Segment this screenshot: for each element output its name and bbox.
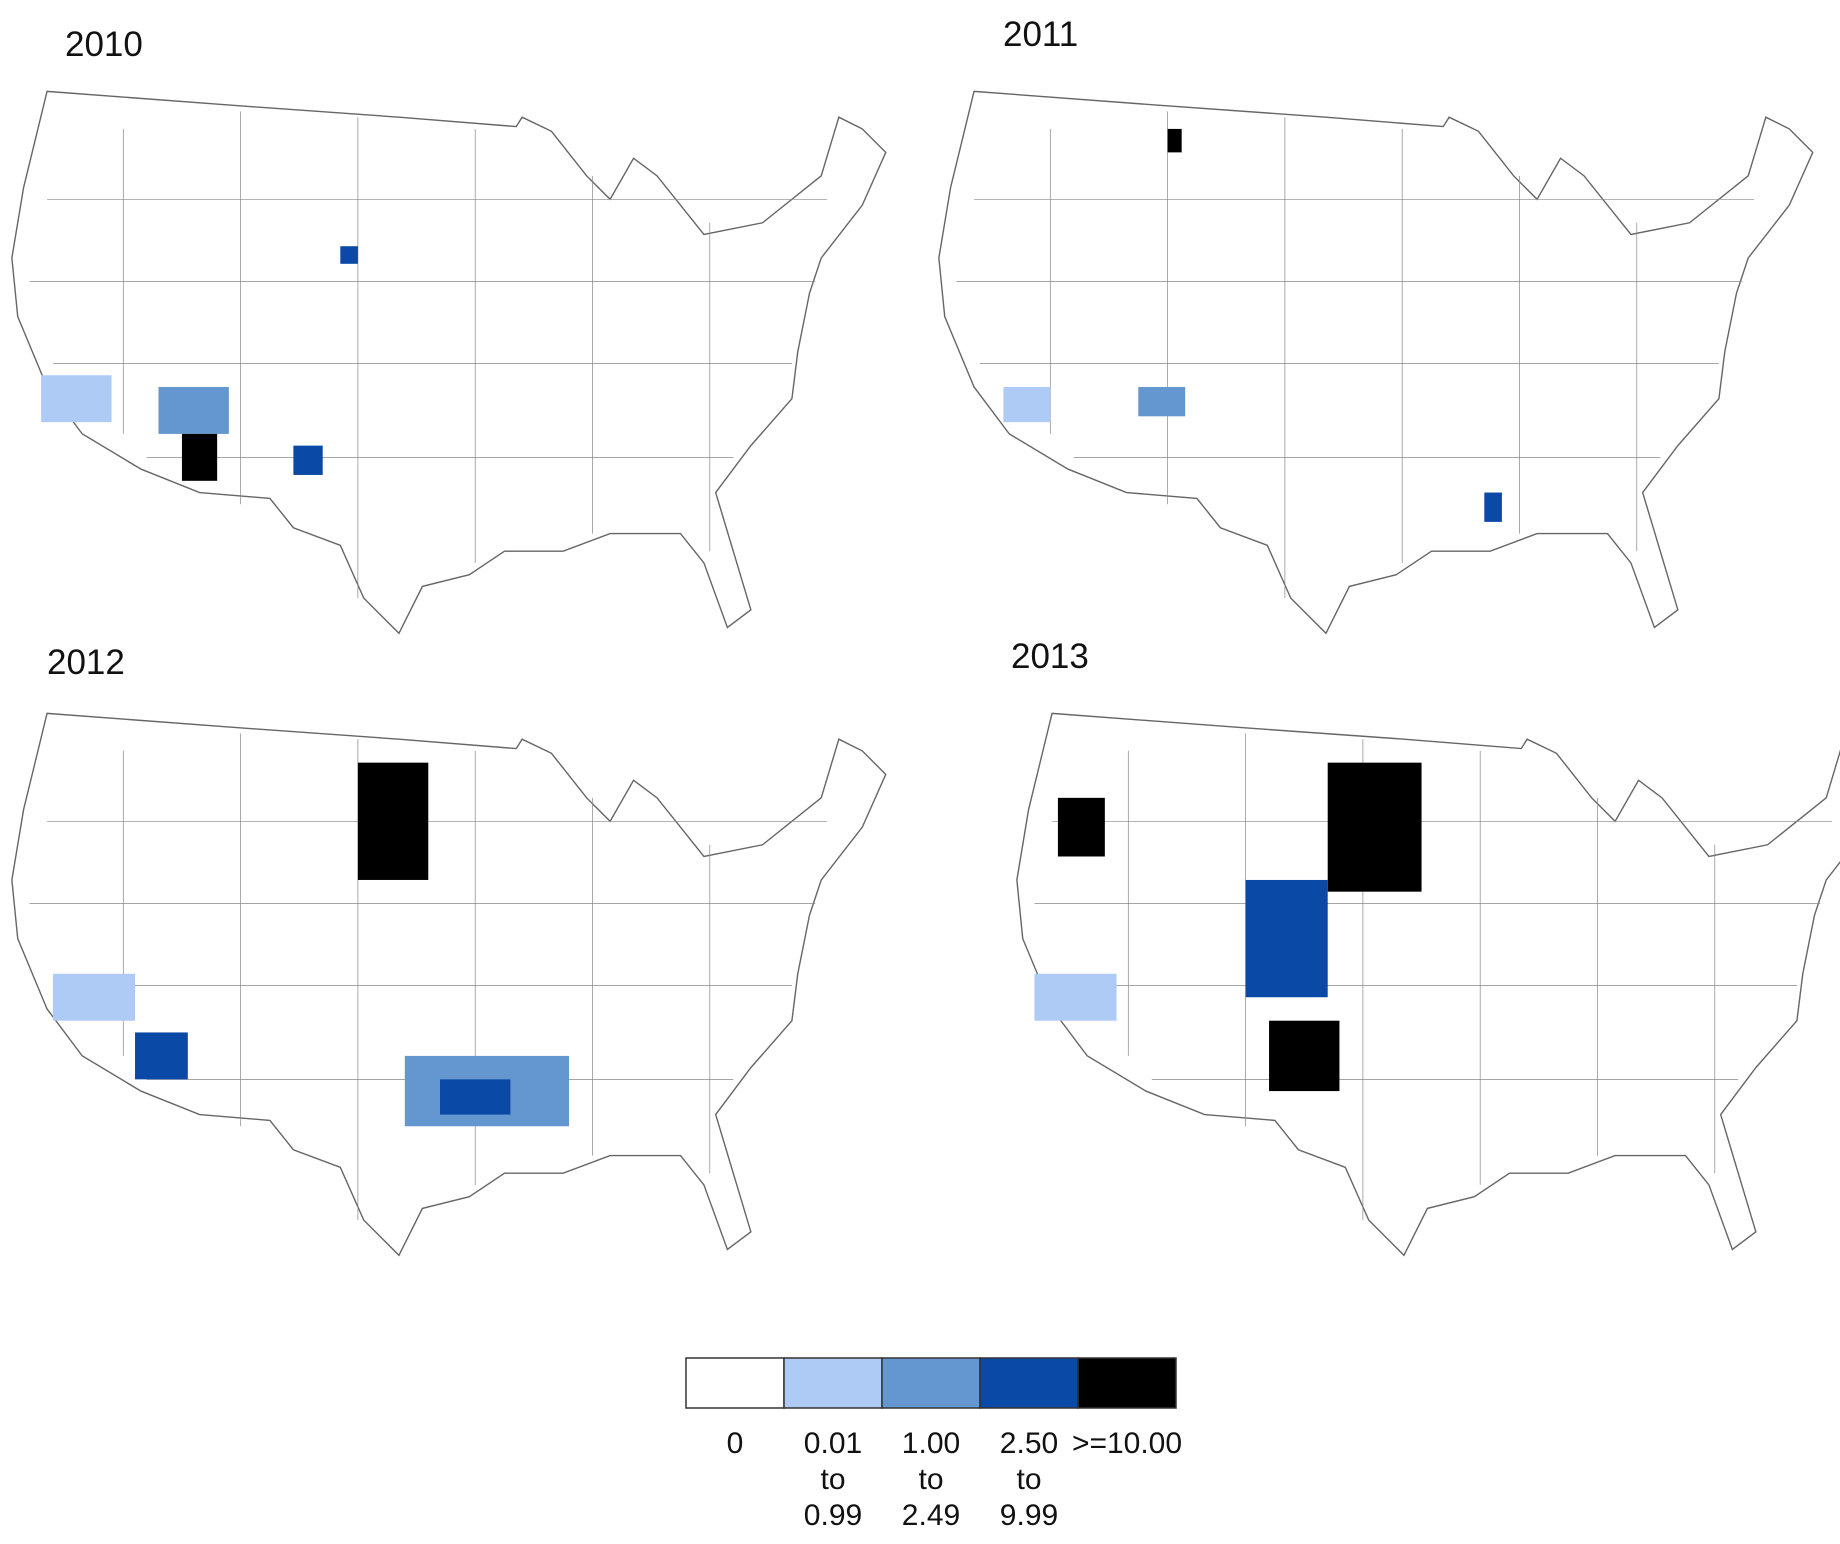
map-title: 2013 (1011, 637, 1089, 676)
map-title: 2010 (65, 25, 143, 64)
legend-label: to (1016, 1463, 1041, 1496)
map-2011 (938, 90, 1814, 635)
legend-label: 9.99 (1000, 1499, 1058, 1532)
legend-label: 0.01 (804, 1427, 862, 1460)
legend-swatch (979, 1357, 1079, 1409)
legend-label: to (918, 1463, 943, 1496)
legend-label: 1.00 (902, 1427, 960, 1460)
legend-label: 2.50 (1000, 1427, 1058, 1460)
legend-label: 2.49 (902, 1499, 960, 1532)
legend-label: 0 (727, 1427, 744, 1460)
legend-swatch (685, 1357, 785, 1409)
map-2012 (11, 712, 887, 1257)
legend-swatch (783, 1357, 883, 1409)
map-title: 2012 (47, 643, 125, 682)
legend-label: 0.99 (804, 1499, 862, 1532)
legend-swatch (1077, 1357, 1177, 1409)
legend-label: to (820, 1463, 845, 1496)
legend-label: >=10.00 (1072, 1427, 1182, 1460)
map-2010 (11, 90, 887, 635)
legend-swatch (881, 1357, 981, 1409)
map-2013 (1016, 712, 1840, 1257)
map-title: 2011 (1003, 15, 1078, 54)
